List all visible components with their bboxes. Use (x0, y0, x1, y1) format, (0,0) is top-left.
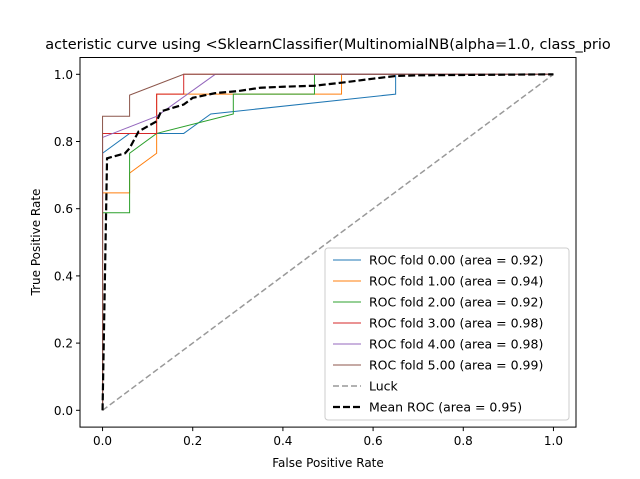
y-ticks: 0.0 0.2 0.4 0.6 0.8 1.0 (54, 68, 80, 418)
legend-label: ROC fold 3.00 (area = 0.98) (369, 316, 543, 331)
series-line-7 (101, 73, 554, 411)
axes-frame (79, 57, 577, 428)
x-axis-label: False Positive Rate (272, 456, 384, 470)
series-line-0 (102, 73, 554, 411)
legend: ROC fold 0.00 (area = 0.92) ROC fold 1.00… (324, 247, 570, 421)
y-axis-label: True Positive Rate (29, 189, 43, 297)
series-line-6 (102, 73, 554, 411)
x-tick-label: 1.0 (544, 434, 563, 448)
y-tick-label: 0.6 (54, 202, 73, 216)
chart-title: acteristic curve using <SklearnClassifie… (45, 37, 611, 53)
legend-label: ROC fold 0.00 (area = 0.92) (369, 253, 543, 268)
x-tick-label: 0.6 (364, 434, 383, 448)
legend-label: ROC fold 4.00 (area = 0.98) (369, 337, 543, 352)
x-tick-label: 0.4 (273, 434, 292, 448)
y-tick-label: 0.0 (54, 404, 73, 418)
legend-box (324, 247, 570, 421)
legend-label: Luck (369, 379, 399, 394)
legend-label: ROC fold 5.00 (area = 0.99) (369, 358, 543, 373)
legend-label: ROC fold 2.00 (area = 0.92) (369, 295, 543, 310)
x-tick-label: 0.0 (93, 434, 112, 448)
legend-label: ROC fold 1.00 (area = 0.94) (369, 274, 543, 289)
x-ticks: 0.0 0.2 0.4 0.6 0.8 1.0 (93, 427, 563, 448)
y-tick-label: 0.4 (54, 269, 73, 283)
legend-label: Mean ROC (area = 0.95) (369, 400, 522, 415)
y-tick-label: 1.0 (54, 68, 73, 82)
y-tick-label: 0.2 (54, 337, 73, 351)
series-line-5 (102, 73, 554, 411)
x-tick-label: 0.2 (183, 434, 202, 448)
x-tick-label: 0.8 (454, 434, 473, 448)
series-line-2 (102, 73, 554, 411)
y-tick-label: 0.8 (54, 135, 73, 149)
series-layer (101, 73, 554, 411)
